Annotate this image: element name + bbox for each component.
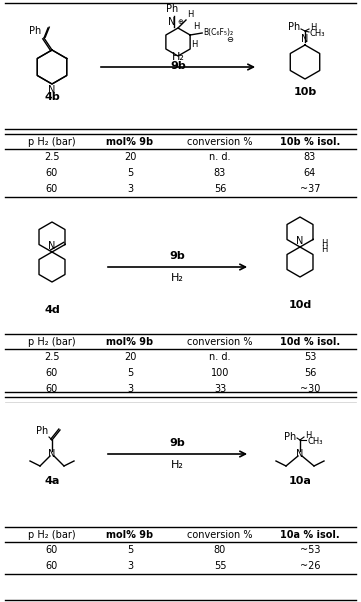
Text: 5: 5: [127, 368, 133, 378]
Text: H: H: [193, 22, 199, 31]
Text: N: N: [296, 449, 304, 459]
Text: 10d % isol.: 10d % isol.: [280, 337, 340, 347]
Text: CH₃: CH₃: [310, 28, 326, 37]
Text: B(C₆F₅)₂: B(C₆F₅)₂: [203, 28, 233, 37]
Text: 60: 60: [46, 184, 58, 194]
Text: H: H: [310, 22, 316, 31]
Text: 3: 3: [127, 561, 133, 571]
Text: mol% 9b: mol% 9b: [106, 530, 153, 540]
Text: 9b: 9b: [170, 61, 186, 71]
Text: ~30: ~30: [300, 384, 320, 394]
Text: mol% 9b: mol% 9b: [106, 137, 153, 147]
Text: Ph: Ph: [29, 26, 41, 36]
Text: 56: 56: [304, 368, 316, 378]
Text: 5: 5: [127, 168, 133, 178]
Text: 53: 53: [304, 352, 316, 362]
Text: 2.5: 2.5: [44, 352, 60, 362]
Text: Ph: Ph: [166, 4, 178, 14]
Text: Ph: Ph: [288, 22, 300, 32]
Text: 55: 55: [214, 561, 226, 571]
Text: 4a: 4a: [44, 476, 60, 486]
Text: N: N: [48, 449, 56, 459]
Text: 60: 60: [46, 368, 58, 378]
Text: H₂: H₂: [170, 460, 183, 470]
Text: ~53: ~53: [300, 545, 320, 555]
Text: 10d: 10d: [288, 300, 312, 310]
Text: p H₂ (bar): p H₂ (bar): [28, 530, 76, 540]
Text: 80: 80: [214, 545, 226, 555]
Text: n. d.: n. d.: [209, 352, 231, 362]
Text: 83: 83: [304, 152, 316, 162]
Text: 10a % isol.: 10a % isol.: [280, 530, 340, 540]
Text: 10b % isol.: 10b % isol.: [280, 137, 340, 147]
Text: 60: 60: [46, 561, 58, 571]
Text: N: N: [301, 34, 309, 44]
Text: ⊕: ⊕: [177, 19, 183, 25]
Text: Ph: Ph: [36, 426, 48, 436]
Text: p H₂ (bar): p H₂ (bar): [28, 337, 76, 347]
Text: 60: 60: [46, 545, 58, 555]
Text: conversion %: conversion %: [187, 337, 253, 347]
Text: 33: 33: [214, 384, 226, 394]
Text: 3: 3: [127, 184, 133, 194]
Text: 60: 60: [46, 168, 58, 178]
Text: p H₂ (bar): p H₂ (bar): [28, 137, 76, 147]
Text: H: H: [305, 430, 312, 439]
Text: 5: 5: [127, 545, 133, 555]
Text: 56: 56: [214, 184, 226, 194]
Text: H: H: [321, 239, 327, 248]
Text: N: N: [168, 17, 175, 27]
Text: mol% 9b: mol% 9b: [106, 337, 153, 347]
Text: 10a: 10a: [288, 476, 312, 486]
Text: 4b: 4b: [44, 92, 60, 102]
Text: 64: 64: [304, 168, 316, 178]
Text: 9b: 9b: [169, 251, 185, 261]
Text: H: H: [191, 40, 197, 49]
Text: 100: 100: [211, 368, 229, 378]
Text: ~37: ~37: [300, 184, 320, 194]
Text: 20: 20: [124, 152, 136, 162]
Text: 10b: 10b: [293, 87, 317, 97]
Text: N: N: [296, 236, 304, 246]
Text: 4d: 4d: [44, 305, 60, 315]
Text: Ph: Ph: [284, 432, 296, 442]
Text: 20: 20: [124, 352, 136, 362]
Text: conversion %: conversion %: [187, 530, 253, 540]
Text: H: H: [321, 245, 327, 254]
Text: N: N: [48, 241, 56, 251]
Text: H₂: H₂: [171, 52, 184, 62]
Text: 9b: 9b: [169, 438, 185, 448]
Text: 3: 3: [127, 384, 133, 394]
Text: 60: 60: [46, 384, 58, 394]
Text: N: N: [48, 85, 56, 95]
Text: conversion %: conversion %: [187, 137, 253, 147]
Text: CH₃: CH₃: [308, 436, 323, 445]
Text: H: H: [187, 10, 193, 19]
Text: ⊖: ⊖: [227, 34, 234, 43]
Text: 2.5: 2.5: [44, 152, 60, 162]
Text: ~26: ~26: [300, 561, 320, 571]
Text: n. d.: n. d.: [209, 152, 231, 162]
Text: H₂: H₂: [170, 273, 183, 283]
Text: 83: 83: [214, 168, 226, 178]
